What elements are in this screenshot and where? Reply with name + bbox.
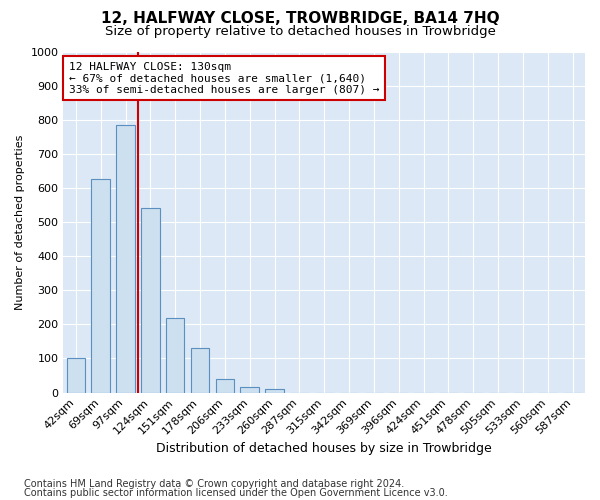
Bar [141,208,160,392]
Text: Size of property relative to detached houses in Trowbridge: Size of property relative to detached ho… [104,25,496,38]
Text: Contains HM Land Registry data © Crown copyright and database right 2024.: Contains HM Land Registry data © Crown c… [24,479,404,489]
Y-axis label: Number of detached properties: Number of detached properties [15,134,25,310]
X-axis label: Distribution of detached houses by size in Trowbridge: Distribution of detached houses by size … [157,442,492,455]
Text: 12 HALFWAY CLOSE: 130sqm
← 67% of detached houses are smaller (1,640)
33% of sem: 12 HALFWAY CLOSE: 130sqm ← 67% of detach… [68,62,379,95]
Text: Contains public sector information licensed under the Open Government Licence v3: Contains public sector information licen… [24,488,448,498]
Bar [67,358,85,392]
Bar [191,348,209,393]
Bar [116,125,135,392]
Bar [241,388,259,392]
Bar [91,180,110,392]
Bar [166,318,184,392]
Bar [265,389,284,392]
Bar [215,379,234,392]
Text: 12, HALFWAY CLOSE, TROWBRIDGE, BA14 7HQ: 12, HALFWAY CLOSE, TROWBRIDGE, BA14 7HQ [101,11,499,26]
